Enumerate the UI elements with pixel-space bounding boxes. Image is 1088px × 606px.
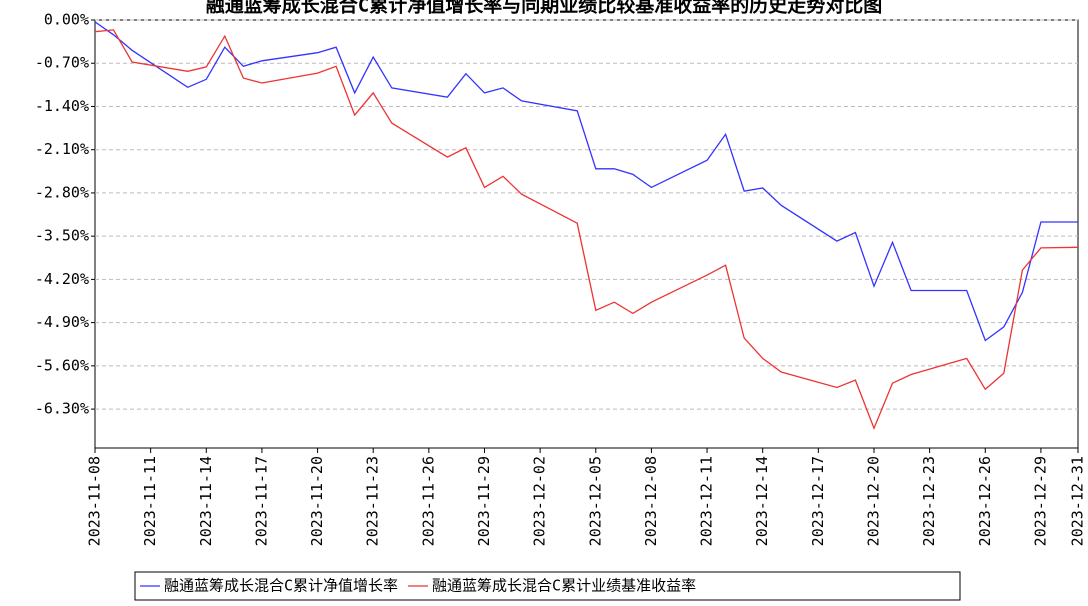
x-tick-label: 2023-11-29 [475,456,493,546]
legend [134,571,961,601]
series-line [94,29,1079,430]
x-tick-label: 2023-11-23 [364,456,382,546]
x-tick-label: 2023-11-14 [197,456,215,546]
x-tick-label: 2023-12-26 [976,456,994,546]
x-tick-label: 2023-11-26 [419,456,437,546]
y-tick-label: 0.00% [44,11,89,29]
plot-frame [94,19,1079,449]
y-tick-label: -4.90% [35,313,89,331]
legend-label: 融通蓝筹成长混合C累计净值增长率 [164,577,398,595]
x-tick-label: 2023-12-02 [531,456,549,546]
x-tick-label: 2023-12-17 [809,456,827,546]
series-line [94,21,1078,342]
y-tick-label: -1.40% [35,97,89,115]
x-tick-label: 2023-12-29 [1031,456,1049,546]
x-tick-label: 2023-11-20 [308,456,326,546]
x-tick-label: 2023-11-08 [86,456,104,546]
x-tick-label: 2023-12-14 [753,456,771,546]
x-tick-label: 2023-11-17 [252,456,270,546]
x-tick-label: 2023-11-11 [141,456,159,546]
y-tick-label: -5.60% [35,356,89,374]
x-tick-label: 2023-12-31 [1069,456,1087,546]
chart-title: 融通蓝筹成长混合C累计净值增长率与同期业绩比较基准收益率的历史走势对比图 [206,0,882,17]
x-tick-label: 2023-12-20 [864,456,882,546]
y-tick-label: -2.10% [35,140,89,158]
y-tick-label: -6.30% [35,400,89,418]
y-tick-label: -3.50% [35,227,89,245]
y-tick-label: -0.70% [35,54,89,72]
legend-label: 融通蓝筹成长混合C累计业绩基准收益率 [432,577,696,595]
x-tick-label: 2023-12-08 [642,456,660,546]
x-tick-label: 2023-12-05 [586,456,604,546]
y-tick-label: -2.80% [35,183,89,201]
x-tick-label: 2023-12-11 [698,456,716,546]
x-tick-label: 2023-12-23 [920,456,938,546]
y-tick-label: -4.20% [35,270,89,288]
